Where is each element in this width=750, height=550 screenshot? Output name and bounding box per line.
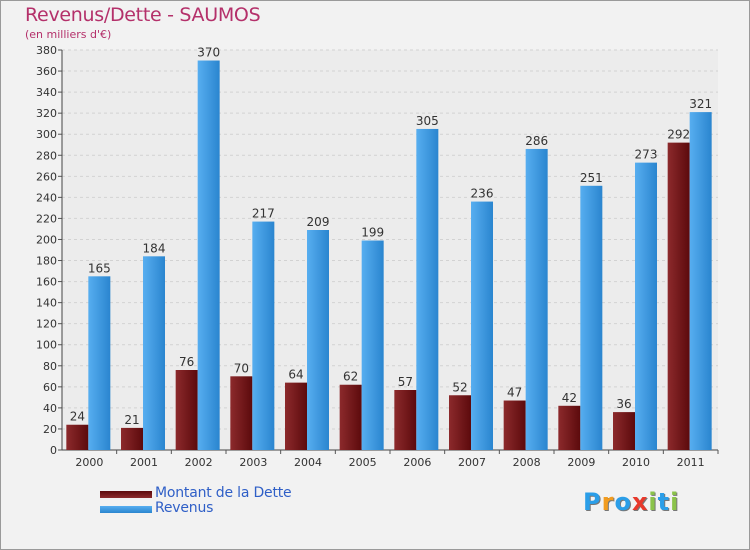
label-revenus-2009: 251 [580,171,603,185]
label-revenus-2003: 217 [252,207,275,221]
bar-revenus-2001 [143,256,165,450]
y-tick-label: 20 [43,423,57,436]
y-tick-label: 340 [36,86,57,99]
y-tick-label: 360 [36,65,57,78]
label-dette-2000: 24 [70,410,85,424]
bar-revenus-2004 [307,230,329,450]
label-revenus-2011: 321 [689,97,712,111]
bar-revenus-2009 [580,185,603,450]
bar-dette-2006 [394,390,417,450]
bar-revenus-2000 [88,276,111,450]
label-revenus-2007: 236 [471,187,494,201]
bar-revenus-2003 [252,221,275,450]
x-tick-label-2000: 2000 [75,456,103,469]
y-tick-label: 240 [36,191,57,204]
y-tick-label: 200 [36,233,57,246]
bar-dette-2007 [449,395,471,450]
bar-revenus-2007 [471,201,493,450]
bar-dette-2005 [339,384,362,450]
label-revenus-2006: 305 [416,114,439,128]
y-tick-label: 300 [36,128,57,141]
y-tick-label: 140 [36,297,57,310]
chart-title: Revenus/Dette - SAUMOS [25,4,261,26]
x-tick-label-2010: 2010 [622,456,650,469]
y-tick-label: 60 [43,381,57,394]
label-dette-2009: 42 [562,391,577,405]
label-dette-2003: 70 [234,361,249,375]
label-dette-2010: 36 [616,397,631,411]
x-tick-label-2008: 2008 [513,456,541,469]
chart-subtitle: (en milliers d'€) [25,28,112,41]
x-tick-label-2004: 2004 [294,456,322,469]
y-tick-label: 160 [36,276,57,289]
label-revenus-2002: 370 [197,46,220,60]
label-revenus-2001: 184 [143,241,166,255]
y-tick-label: 280 [36,149,57,162]
x-tick-label-2002: 2002 [185,456,213,469]
bar-revenus-2011 [689,112,712,451]
y-tick-label: 0 [50,444,57,457]
label-revenus-2004: 209 [307,215,330,229]
logo-letter: r [601,488,615,516]
label-dette-2006: 57 [398,375,413,389]
bar-dette-2000 [66,424,89,450]
y-tick-label: 320 [36,107,57,120]
y-tick-label: 120 [36,318,57,331]
bar-dette-2004 [285,382,307,450]
y-tick-label: 40 [43,402,57,415]
x-tick-label-2001: 2001 [130,456,158,469]
label-revenus-2000: 165 [88,261,111,275]
x-tick-label-2006: 2006 [403,456,431,469]
label-dette-2011: 292 [667,128,690,142]
bar-dette-2010 [613,412,635,450]
label-revenus-2008: 286 [525,134,548,148]
x-tick-label-2003: 2003 [239,456,267,469]
bar-revenus-2010 [635,162,657,450]
legend-label-dette: Montant de la Dette [155,485,292,501]
logo-letter: o [614,488,632,516]
x-tick-label-2009: 2009 [567,456,595,469]
label-dette-2008: 47 [507,386,522,400]
label-dette-2004: 64 [288,368,303,382]
logo-letter: i [670,488,680,516]
y-tick-label: 100 [36,339,57,352]
y-tick-label: 180 [36,255,57,268]
bar-dette-2001 [121,427,143,450]
bar-dette-2003 [230,376,253,450]
bar-dette-2009 [558,405,581,450]
legend-swatch-revenus [100,506,152,513]
logo-letter: i [648,488,658,516]
bar-revenus-2006 [416,128,439,450]
bar-dette-2002 [175,370,198,450]
bar-dette-2011 [667,142,690,450]
label-dette-2002: 76 [179,355,194,369]
legend-label-revenus: Revenus [155,500,214,516]
y-tick-label: 80 [43,360,57,373]
x-tick-label-2005: 2005 [349,456,377,469]
logo-letter: t [657,488,671,516]
label-revenus-2005: 199 [361,226,384,240]
y-tick-label: 260 [36,170,57,183]
label-dette-2007: 52 [452,380,467,394]
label-revenus-2010: 273 [635,148,658,162]
logo-letter: x [631,488,649,516]
y-tick-label: 220 [36,212,57,225]
y-tick-label: 380 [36,44,57,57]
x-tick-label-2011: 2011 [677,456,705,469]
legend-swatch-dette [100,491,152,498]
plot-area [62,50,718,450]
bar-revenus-2002 [197,60,220,451]
logo-letter: P [583,488,602,516]
proxiti-logo: Proxiti [583,488,679,516]
bar-dette-2008 [503,400,526,450]
bar-revenus-2008 [525,148,548,450]
bar-revenus-2005 [361,240,384,450]
label-dette-2001: 21 [124,413,139,427]
label-dette-2005: 62 [343,370,358,384]
x-tick-label-2007: 2007 [458,456,486,469]
